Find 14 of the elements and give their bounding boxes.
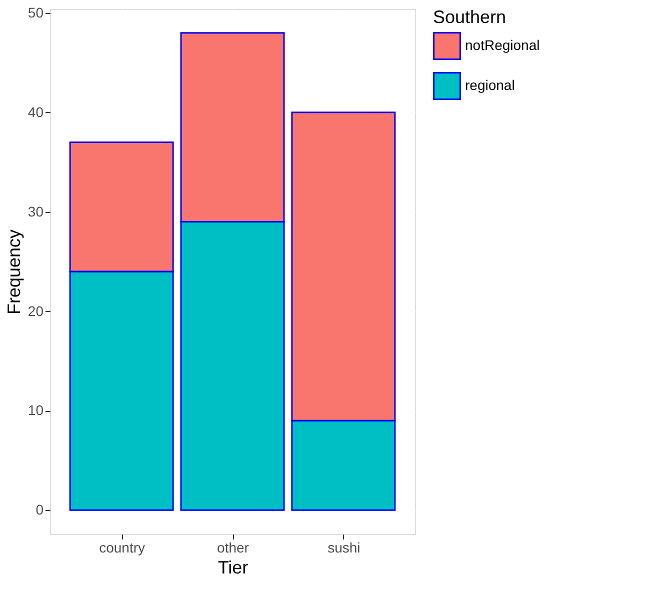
y-axis-title: Frequency <box>4 229 24 315</box>
y-tick-label: 50 <box>28 4 44 20</box>
legend-label: notRegional <box>465 37 540 53</box>
y-tick-label: 30 <box>28 203 44 220</box>
y-tick-label: 20 <box>28 302 44 319</box>
x-tick-label: other <box>217 540 250 556</box>
y-tick-label: 10 <box>28 402 44 418</box>
y-tick-label: 40 <box>28 104 44 120</box>
x-tick-label: country <box>99 540 146 556</box>
legend-label: regional <box>465 77 515 93</box>
legend-title: Southern <box>433 7 506 27</box>
x-axis-title: Tier <box>218 558 248 578</box>
y-tick-label: 0 <box>36 502 44 518</box>
x-tick-label: sushi <box>328 540 360 556</box>
